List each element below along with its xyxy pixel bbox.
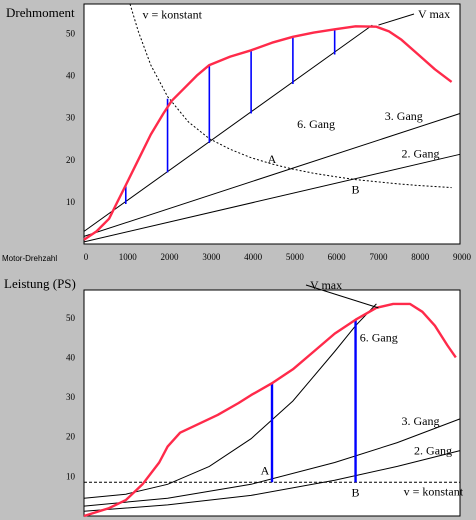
gear-line-label: 6. Gang [360,331,398,345]
point-label: A [268,152,277,166]
vmax-label: V max [418,7,450,21]
gear-line-label: 2. Gang [402,147,440,161]
gear-line-label: 3. Gang [402,414,440,428]
vmax-arrow [305,284,379,309]
x-tick-label: 1000 [119,252,138,262]
gear-line [83,418,461,507]
x-tick-label: 0 [84,252,89,262]
y-tick-label: 30 [66,392,76,402]
curve-line [83,302,457,518]
x-tick-label: 3000 [202,252,221,262]
x-tick-label: 9000 [453,252,472,262]
gear-line [83,113,461,237]
torque-title: Drehmoment [6,5,75,20]
gear-line-label: 2. Gang [414,444,452,458]
gear-line [83,24,373,232]
torque-plot-area [83,3,461,245]
constant-speed-curve [129,3,452,189]
y-tick-label: 50 [66,28,76,38]
gear-line [83,153,461,243]
gear-line [83,450,461,512]
point-label: B [352,485,360,499]
y-tick-label: 40 [66,71,76,81]
gear-line-label: 6. Gang [297,117,335,131]
y-tick-label: 20 [66,432,76,442]
y-tick-label: 20 [66,155,76,165]
power-chart: 10 20 30 40 50 v = konstant 6. Gang 3. Gang 2. G… [66,278,464,518]
gear-line [83,303,377,499]
point-label: A [261,463,270,477]
x-tick-label: 8000 [411,252,430,262]
x-tick-label: 6000 [328,252,347,262]
x-tick-label: 7000 [369,252,388,262]
curve-line [83,25,453,241]
y-tick-label: 50 [66,313,76,323]
point-label: B [352,183,360,197]
power-title: Leistung (PS) [4,276,76,291]
y-tick-label: 40 [66,352,76,362]
gear-line-label: 3. Gang [385,109,423,123]
x-tick-label: 2000 [161,252,180,262]
y-tick-label: 30 [66,113,76,123]
x-tick-label: 5000 [286,252,305,262]
vmax-label: V max [310,278,342,292]
y-tick-label: 10 [66,471,76,481]
torque-x-axis-label: Motor-Drehzahl [2,254,57,263]
y-tick-label: 10 [66,197,76,207]
vmax-arrow [378,13,415,26]
constant-speed-label: v = konstant [404,484,464,498]
constant-speed-label: v = konstant [142,8,202,22]
torque-chart: 10 20 30 40 50 0 1000 2000 3000 4000 5000 6000 7000 8… [66,3,472,262]
x-tick-label: 4000 [244,252,263,262]
